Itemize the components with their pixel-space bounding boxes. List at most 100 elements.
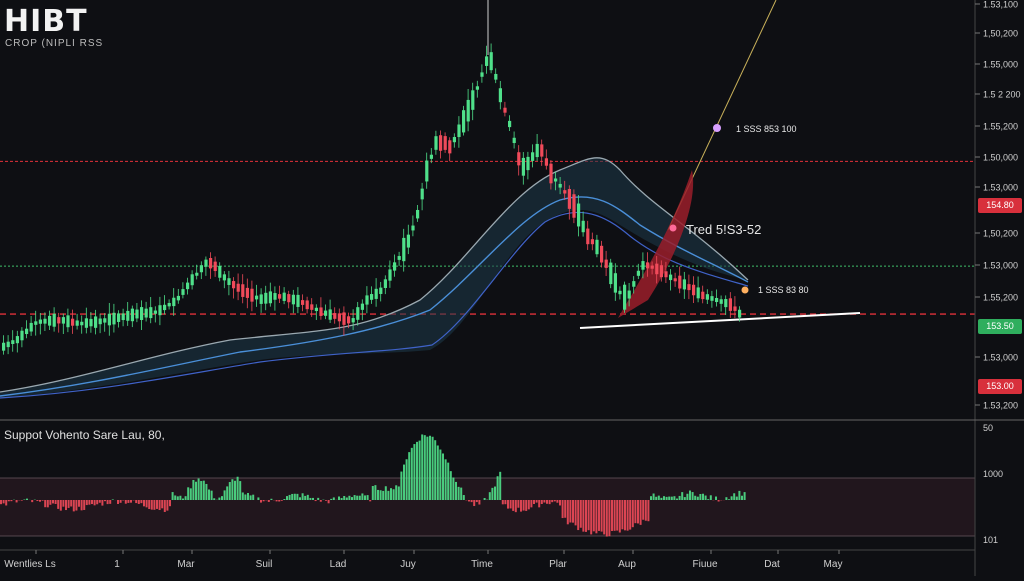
candle-body (135, 310, 138, 319)
candle-body (53, 314, 56, 327)
histogram-bar (226, 486, 228, 500)
histogram-bar (668, 497, 670, 500)
candle-body (379, 288, 382, 294)
histogram-bar (463, 495, 465, 500)
histogram-bar (699, 494, 701, 500)
histogram-bar (8, 500, 10, 501)
candle-body (25, 329, 28, 334)
candle-body (559, 184, 562, 188)
histogram-bar (387, 491, 389, 500)
candle-body (421, 189, 424, 200)
candle-body (71, 319, 74, 326)
candle-body (140, 307, 143, 320)
histogram-bar (94, 500, 96, 505)
indicator-label: Suppot Vohento Sare Lau, 80, (4, 428, 165, 442)
candle-body (733, 306, 736, 310)
candle-body (250, 289, 253, 302)
histogram-bar (424, 435, 426, 500)
histogram-bar (645, 500, 647, 521)
candle-body (223, 274, 226, 280)
candle-body (126, 311, 129, 321)
histogram-bar (562, 500, 564, 518)
price-axis-label: 1.53,000 (983, 261, 1018, 271)
candle-body (531, 152, 534, 161)
candle-body (545, 158, 548, 165)
histogram-bar (684, 497, 686, 500)
histogram-bar (445, 459, 447, 500)
histogram-bar (268, 500, 270, 502)
histogram-bar (164, 500, 166, 512)
candle-body (577, 204, 580, 227)
histogram-bar (23, 499, 25, 500)
histogram-bar (510, 500, 512, 508)
candle-body (517, 152, 520, 165)
candle-body (724, 299, 727, 307)
candle-body (411, 226, 414, 231)
histogram-bar (351, 497, 353, 500)
lower-red-price-tag: 153.00 (978, 379, 1022, 394)
candle-body (301, 300, 304, 305)
histogram-bar (146, 500, 148, 507)
histogram-bar (416, 442, 418, 500)
histogram-bar (572, 500, 574, 523)
histogram-bar (140, 500, 142, 503)
histogram-bar (660, 498, 662, 500)
histogram-bar (736, 497, 738, 500)
time-axis-label: Lad (330, 559, 347, 570)
histogram-bar (187, 487, 189, 500)
time-axis-label: Time (471, 559, 493, 570)
histogram-bar (354, 495, 356, 500)
candle-body (296, 295, 299, 307)
histogram-bar (728, 499, 730, 500)
histogram-bar (408, 452, 410, 500)
histogram-bar (393, 489, 395, 500)
histogram-bar (390, 488, 392, 500)
candle-body (172, 298, 175, 306)
histogram-bar (143, 500, 145, 506)
histogram-bar (221, 496, 223, 500)
annotation-lower: 1 SSS 83 80 (758, 285, 809, 295)
histogram-bar (109, 500, 111, 504)
histogram-bar (320, 500, 322, 502)
histogram-bar (512, 500, 514, 511)
candle-body (595, 240, 598, 254)
histogram-bar (432, 437, 434, 500)
histogram-bar (325, 500, 327, 501)
candle-body (43, 319, 46, 324)
candle-body (568, 189, 571, 209)
histogram-bar (658, 496, 660, 500)
candle-body (448, 140, 451, 153)
histogram-bar (686, 494, 688, 500)
candle-body (503, 108, 506, 113)
ma-band-fill (0, 158, 748, 398)
histogram-bar (403, 465, 405, 500)
candle-body (701, 292, 704, 299)
histogram-bar (718, 500, 720, 502)
histogram-bar (239, 481, 241, 500)
histogram-bar (112, 499, 114, 500)
histogram-bar (203, 481, 205, 500)
histogram-bar (494, 487, 496, 500)
candle-body (485, 56, 488, 66)
candle-body (30, 323, 33, 332)
histogram-bar (538, 500, 540, 507)
histogram-bar (634, 500, 636, 523)
candle-body (563, 190, 566, 193)
histogram-bar (26, 499, 28, 500)
histogram-bar (62, 500, 64, 507)
histogram-bar (231, 479, 233, 500)
candle-body (462, 110, 465, 132)
candle-body (177, 296, 180, 300)
candle-body (480, 72, 483, 76)
histogram-bar (296, 494, 298, 500)
price-axis-label: 1.53,200 (983, 401, 1018, 411)
histogram-bar (582, 500, 584, 532)
histogram-bar (104, 500, 106, 501)
histogram-bar (497, 476, 499, 500)
candle-body (352, 318, 355, 322)
histogram-bar (21, 500, 23, 501)
candle-body (246, 288, 249, 298)
candle-body (628, 291, 631, 299)
candle-body (439, 135, 442, 151)
